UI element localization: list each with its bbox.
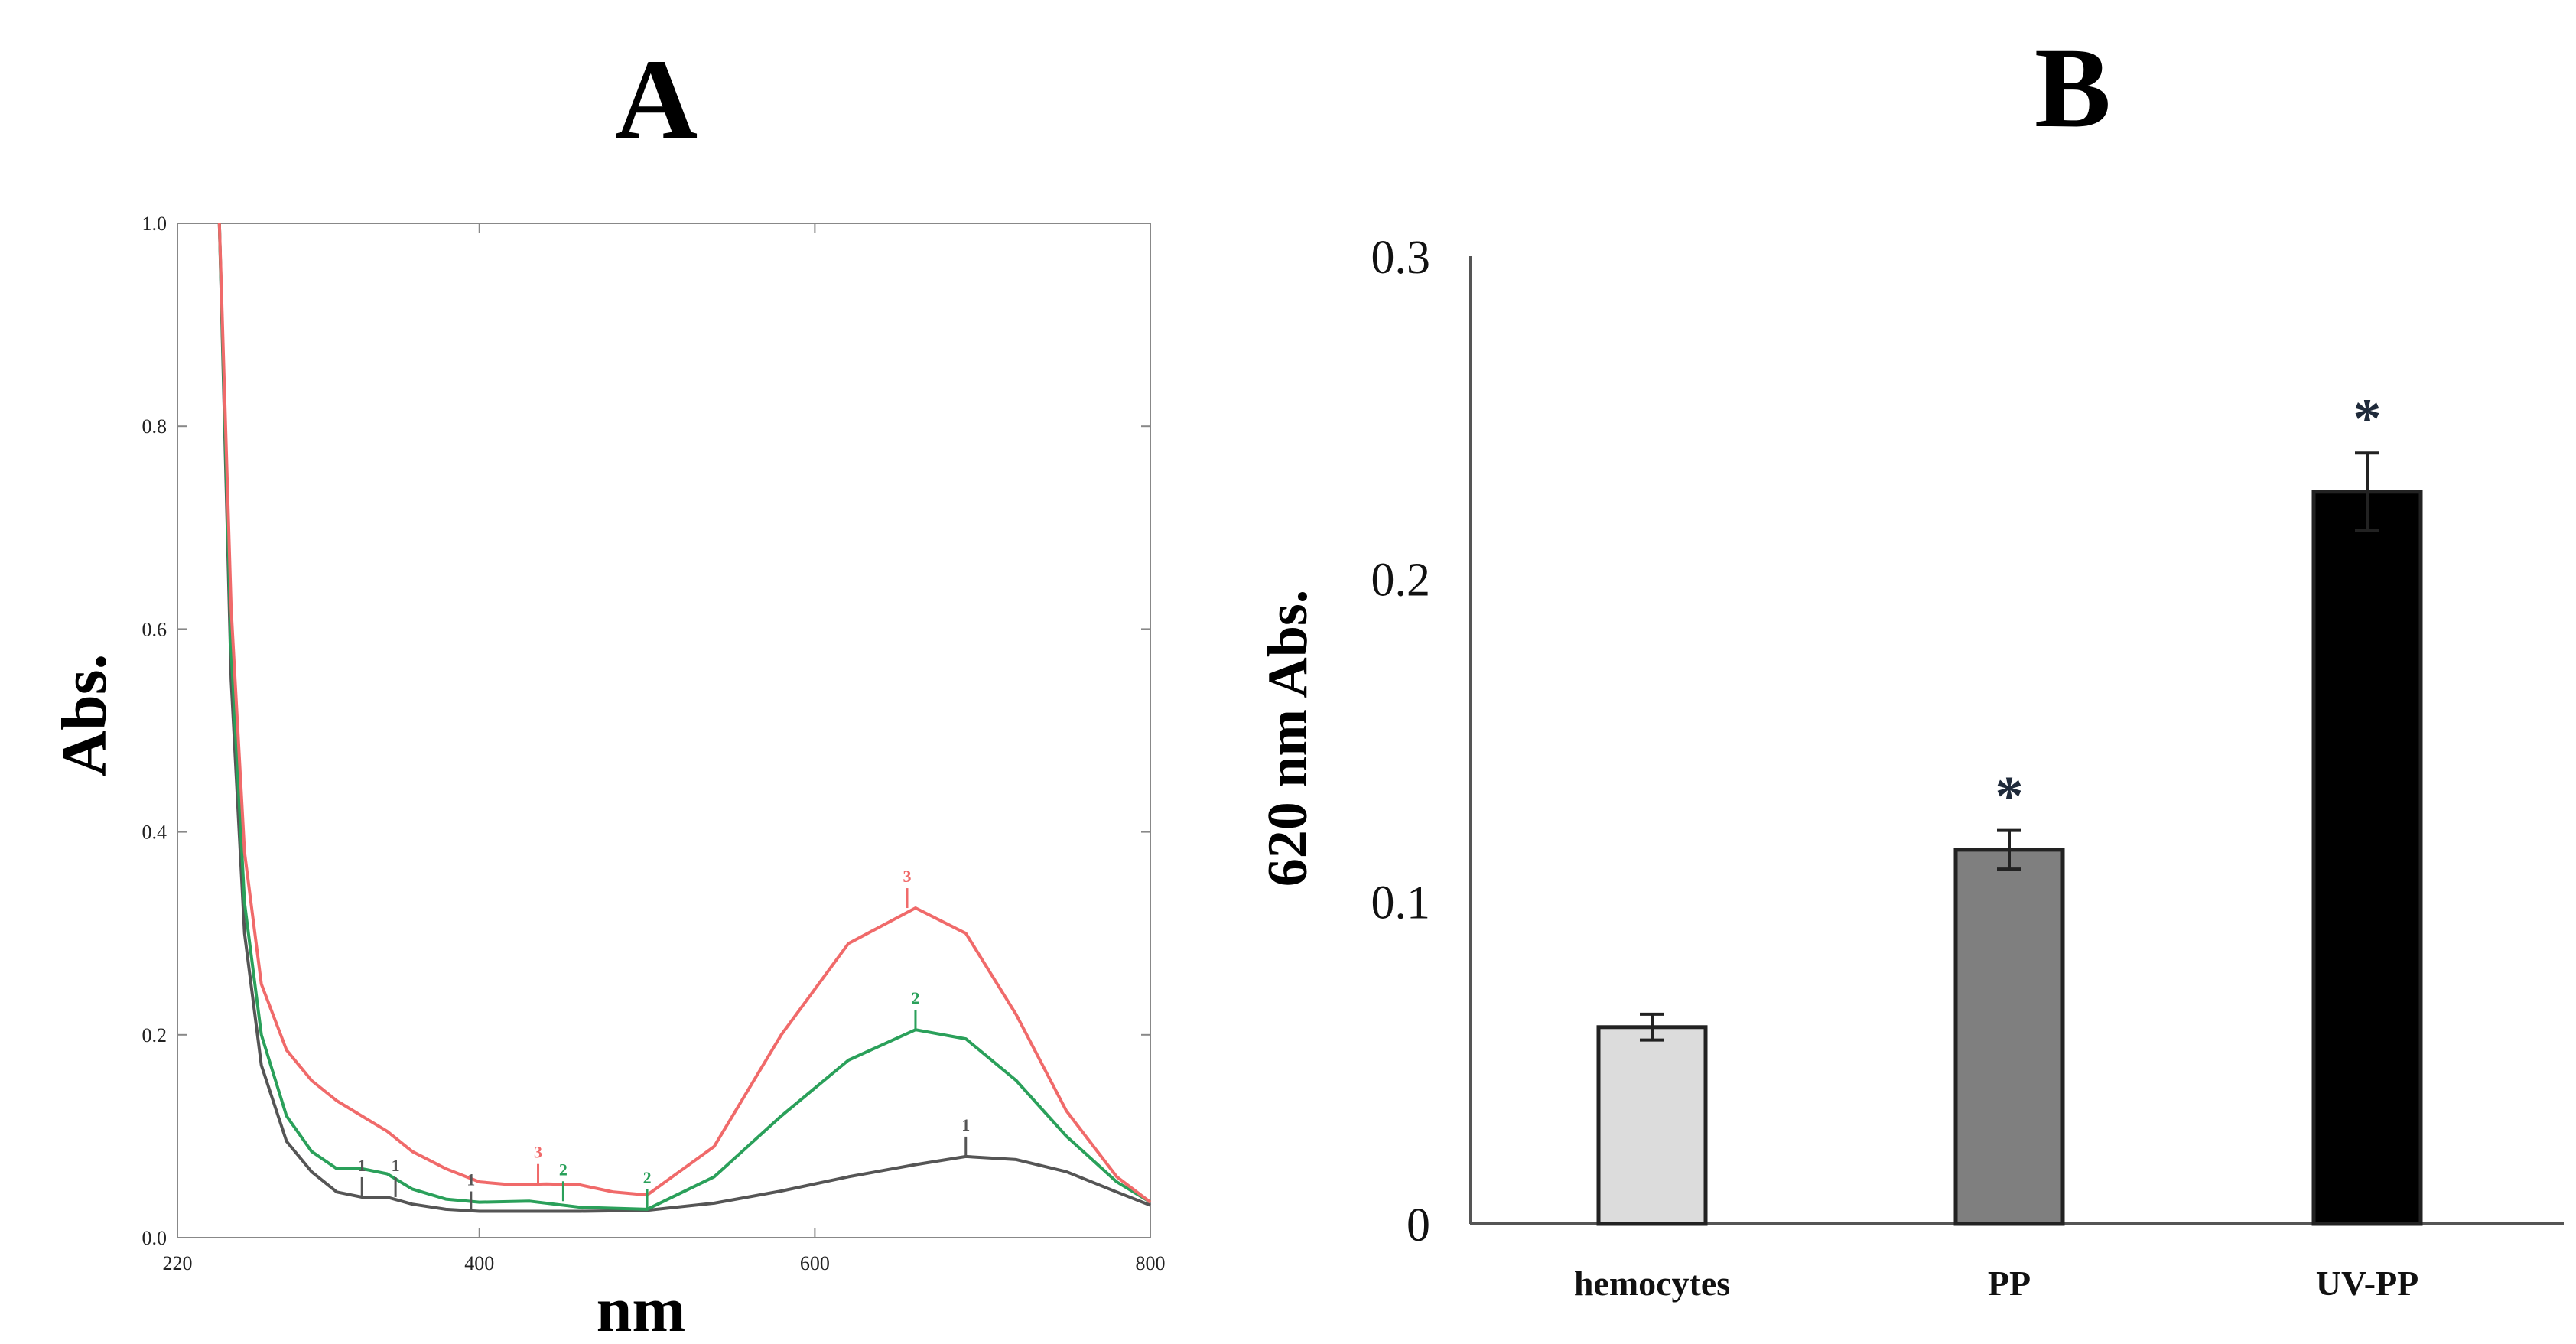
curve-marker-label: 2 <box>559 1160 568 1179</box>
panel-b-bars <box>1596 490 2423 1226</box>
y-tick-label: 0.1 <box>1371 877 1431 929</box>
x-tick-label: 600 <box>800 1252 830 1274</box>
curve-marker-label: 1 <box>358 1156 366 1175</box>
bar-hemocytes <box>1596 1025 1708 1226</box>
panel-a-ticks <box>177 223 1151 1238</box>
panel-b-letter: B <box>2034 24 2111 151</box>
curve-marker-label: 1 <box>961 1115 970 1134</box>
curve-marker-label: 2 <box>911 988 919 1007</box>
series-line-3 <box>217 223 1152 1204</box>
panel-b-significance-marks: ** <box>1995 388 2382 828</box>
curve-marker-label: 2 <box>643 1168 652 1187</box>
series-line-1 <box>217 223 1151 1213</box>
x-tick-label: 400 <box>464 1252 494 1274</box>
panel-a-x-axis-label: nm <box>597 1274 686 1344</box>
panel-a-plot-frame <box>177 223 1151 1238</box>
x-tick-label: 220 <box>163 1252 193 1274</box>
y-tick-label: 0.2 <box>1371 555 1431 607</box>
panel-a-series <box>217 223 1152 1213</box>
curve-marker-label: 3 <box>534 1143 542 1162</box>
panel-b-error-bars <box>1640 451 2379 1042</box>
y-tick-label: 0.3 <box>1371 232 1431 284</box>
x-tick-label: 800 <box>1136 1252 1166 1274</box>
y-tick-label: 0 <box>1407 1199 1430 1251</box>
significance-star: * <box>2353 388 2382 451</box>
y-tick-label: 0.6 <box>142 618 168 640</box>
y-tick-label: 0.4 <box>142 822 168 844</box>
panel-a-y-axis-label: Abs. <box>49 653 120 776</box>
bar-pp <box>1953 848 2065 1226</box>
curve-marker-label: 1 <box>392 1156 400 1175</box>
bar-uv-pp <box>2311 490 2423 1226</box>
category-label: PP <box>1988 1264 2031 1303</box>
y-tick-label: 1.0 <box>142 213 168 235</box>
y-tick-label: 0.2 <box>142 1024 168 1046</box>
panel-b-category-labels: hemocytes PP UV-PP <box>1574 1264 2418 1303</box>
y-tick-label: 0.0 <box>142 1227 168 1249</box>
panel-a-letter: A <box>615 36 698 163</box>
category-label: UV-PP <box>2316 1264 2419 1303</box>
curve-marker-label: 1 <box>467 1170 475 1189</box>
curve-marker-label: 3 <box>903 867 912 886</box>
series-line-2 <box>217 223 1152 1211</box>
panel-b-y-tick-labels: 0 0.1 0.2 0.3 <box>1371 232 1431 1251</box>
panel-b-bar-chart: 00.10.20.3 ** hemocytes PP UV-PP 620 nm Ab… <box>1257 232 2564 1303</box>
category-label: hemocytes <box>1574 1264 1730 1303</box>
panel-a-tick-labels: 0.0 0.2 0.4 0.6 0.8 1.0 220 400 600 800 <box>142 213 1166 1274</box>
significance-star: * <box>1995 766 2024 828</box>
y-tick-label: 0.8 <box>142 415 168 438</box>
panel-b-y-axis-label: 620 nm Abs. <box>1257 590 1319 887</box>
